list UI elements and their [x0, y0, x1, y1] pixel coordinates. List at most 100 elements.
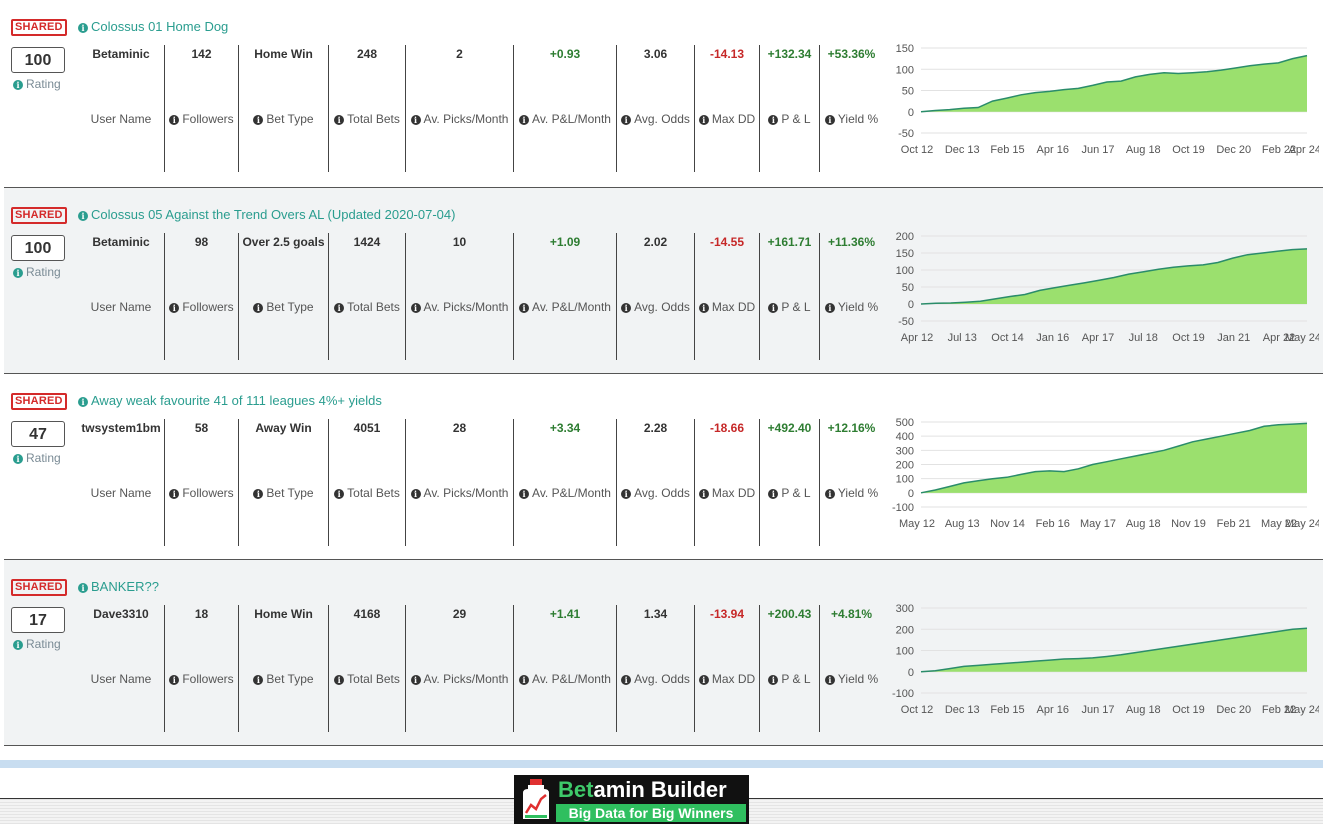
x-tick-label: Jan 16: [1036, 332, 1069, 344]
x-tick-label: Feb 22: [1262, 144, 1296, 156]
stat-value: +161.71: [767, 235, 812, 249]
pl-chart[interactable]: 150 100 50 0 -50 Oct 12 Dec 13 Feb 15 Apr 16 Jun …: [889, 40, 1319, 165]
x-tick-label: Apr 12: [901, 332, 933, 344]
info-icon: i: [253, 303, 264, 313]
system-card[interactable]: SHARED i Colossus 05 Against the Trend Ove…: [4, 188, 1323, 374]
stat-user-name: Betaminic User Name: [78, 45, 165, 172]
stat-label: i Bet Type: [239, 672, 328, 686]
pl-area: [921, 55, 1307, 112]
system-title[interactable]: i Colossus 01 Home Dog: [78, 19, 228, 34]
y-tick-label: 50: [902, 86, 914, 98]
stat-value: 1424: [353, 235, 381, 249]
system-title[interactable]: i Away weak favourite 41 of 111 leagues 4…: [78, 393, 382, 408]
x-tick-label: Jul 13: [948, 332, 977, 344]
info-icon: i: [824, 303, 835, 313]
pl-line: [920, 54, 1308, 113]
stat-value: Dave3310: [93, 607, 149, 621]
stat-max-dd: -18.66 i Max DD: [695, 419, 760, 546]
stat-label: i Total Bets: [329, 112, 405, 126]
stat-label: i Av. P&L/Month: [514, 300, 616, 314]
stat-user-name: Betaminic User Name: [78, 233, 165, 360]
stat-label: i Followers: [165, 672, 238, 686]
pl-area: [921, 628, 1307, 672]
stat-value: 2.02: [643, 235, 668, 249]
stat-value: -18.66: [709, 421, 745, 435]
stat-max-dd: -13.94 i Max DD: [695, 605, 760, 732]
x-tick-label: Nov 14: [990, 518, 1025, 530]
pl-line: [920, 248, 1308, 305]
stat-total-bets: 4168 i Total Bets: [329, 605, 406, 732]
stat-value: 98: [194, 235, 209, 249]
y-tick-label: 150: [896, 43, 914, 55]
system-card[interactable]: SHARED i BANKER?? 17 i Rating Dave3310 User Nam…: [4, 560, 1323, 746]
x-tick-label: May 24: [1285, 332, 1319, 344]
stat-yield: +12.16% i Yield %: [820, 419, 883, 546]
system-card[interactable]: SHARED i Colossus 01 Home Dog 100 i Rating Bet…: [4, 0, 1323, 188]
stat-value: +3.34: [549, 421, 581, 435]
y-tick-label: 200: [896, 231, 914, 243]
info-icon: i: [253, 115, 264, 125]
info-icon: i: [78, 23, 88, 33]
info-icon: i: [410, 489, 421, 499]
info-icon: i: [519, 675, 530, 685]
info-icon: i: [253, 489, 264, 499]
info-icon: i: [698, 115, 709, 125]
system-title[interactable]: i BANKER??: [78, 579, 159, 594]
stat-value: 142: [191, 47, 212, 61]
x-tick-label: Oct 19: [1172, 144, 1204, 156]
x-tick-label: Feb 21: [1217, 518, 1251, 530]
stat-value: 248: [356, 47, 378, 61]
pl-chart[interactable]: 500 400 300 200 100 0 -100 May 12 Aug 13 Nov 14 Fe…: [889, 414, 1319, 539]
stat-max-dd: -14.55 i Max DD: [695, 233, 760, 360]
stat-av-pl: +0.93 i Av. P&L/Month: [514, 45, 617, 172]
y-tick-label: 150: [896, 248, 914, 260]
stat-max-dd: -14.13 i Max DD: [695, 45, 760, 172]
stat-value: +0.93: [549, 47, 581, 61]
info-icon: i: [824, 489, 835, 499]
stat-av-picks: 29 i Av. Picks/Month: [406, 605, 514, 732]
pl-chart[interactable]: 200 150 100 50 0 -50 Apr 12 Jul 13 Oct 14 Jan 16 A…: [889, 228, 1319, 353]
info-icon: i: [698, 303, 709, 313]
stat-label: i Av. P&L/Month: [514, 672, 616, 686]
info-icon: i: [621, 115, 632, 125]
logo-title: Betamin Builder: [558, 777, 727, 802]
system-card[interactable]: SHARED i Away weak favourite 41 of 111 lea…: [4, 374, 1323, 560]
x-tick-label: Jun 17: [1081, 704, 1114, 716]
stat-label: i Max DD: [695, 486, 759, 500]
betamin-builder-logo[interactable]: Betamin Builder Big Data for Big Winners: [514, 775, 749, 824]
stat-value: +1.41: [549, 607, 581, 621]
rating-label: i Rating: [13, 77, 61, 91]
stat-yield: +4.81% i Yield %: [820, 605, 883, 732]
x-tick-label: Jan 21: [1217, 332, 1250, 344]
stat-value: Over 2.5 goals: [242, 235, 325, 249]
x-tick-label: May 12: [899, 518, 935, 530]
stat-label: i Avg. Odds: [617, 112, 694, 126]
stat-yield: +53.36% i Yield %: [820, 45, 883, 172]
stat-followers: 18 i Followers: [165, 605, 239, 732]
stat-label: i Bet Type: [239, 300, 328, 314]
x-tick-label: Dec 20: [1216, 704, 1251, 716]
stat-value: Home Win: [254, 607, 313, 621]
stat-label: i Total Bets: [329, 672, 405, 686]
x-tick-label: Jul 18: [1129, 332, 1158, 344]
stat-pl: +492.40 i P & L: [760, 419, 820, 546]
stat-value: 3.06: [643, 47, 668, 61]
stat-value: -14.55: [709, 235, 745, 249]
x-tick-label: Dec 13: [945, 704, 980, 716]
info-icon: i: [824, 675, 835, 685]
stat-pl: +132.34 i P & L: [760, 45, 820, 172]
info-icon: i: [334, 303, 345, 313]
stat-bet-type: Over 2.5 goals i Bet Type: [239, 233, 329, 360]
pl-chart[interactable]: 300 200 100 0 -100 Oct 12 Dec 13 Feb 15 Apr 16 Ju…: [889, 600, 1319, 725]
stat-value: 4051: [353, 421, 381, 435]
info-icon: i: [13, 640, 23, 650]
stat-label: i Max DD: [695, 672, 759, 686]
stat-value: 4168: [353, 607, 381, 621]
x-tick-label: Nov 19: [1171, 518, 1206, 530]
info-icon: i: [519, 115, 530, 125]
info-icon: i: [78, 583, 88, 593]
stat-value: -14.13: [709, 47, 745, 61]
info-icon: i: [78, 397, 88, 407]
system-title[interactable]: i Colossus 05 Against the Trend Overs AL …: [78, 207, 455, 222]
